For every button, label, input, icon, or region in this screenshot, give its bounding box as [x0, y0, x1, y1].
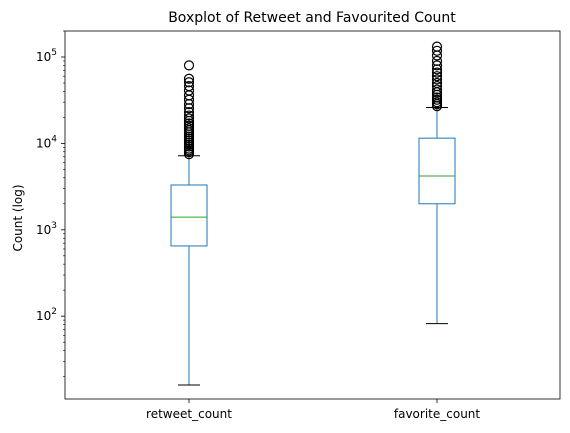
y-tick-label: 102 — [36, 307, 57, 323]
box-iqr — [419, 138, 455, 204]
plot-area-frame — [65, 31, 560, 399]
x-tick-label: retweet_count — [146, 407, 232, 421]
chart-title: Boxplot of Retweet and Favourited Count — [168, 10, 456, 26]
y-axis-label: Count (log) — [11, 184, 25, 251]
y-tick-label: 105 — [36, 48, 57, 64]
y-tick-label: 104 — [36, 134, 57, 150]
x-tick-label: favorite_count — [394, 407, 481, 421]
boxes-group — [171, 42, 455, 385]
x-axis-ticks: retweet_count favorite_count — [146, 399, 480, 421]
y-axis-ticks: 102 103 104 105 — [36, 31, 65, 377]
outlier-point — [185, 61, 194, 70]
box-iqr — [171, 185, 207, 246]
y-tick-label: 103 — [36, 221, 57, 237]
